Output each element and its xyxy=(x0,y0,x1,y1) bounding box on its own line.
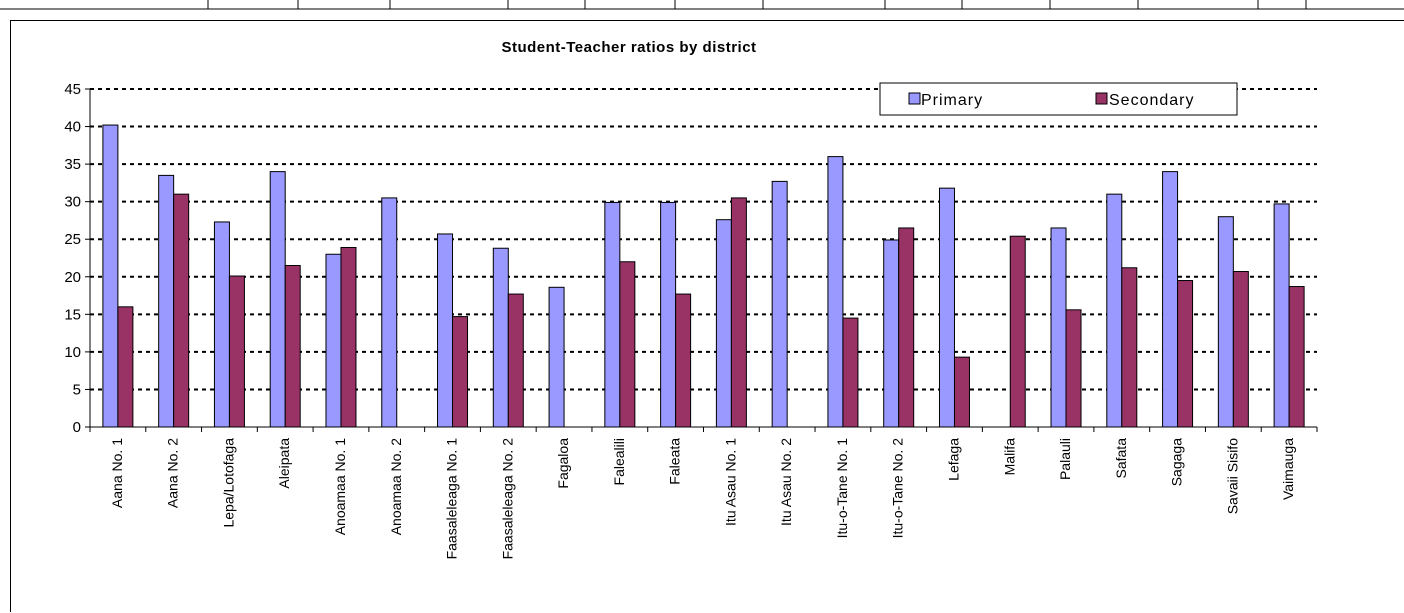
bar-primary-22 xyxy=(1273,203,1290,428)
y-tick-label: 10 xyxy=(64,344,81,361)
bar-primary-7 xyxy=(437,233,454,428)
category-label: Anoamaa No. 2 xyxy=(388,438,404,535)
category-label: Safata xyxy=(1113,438,1129,479)
bar-primary-5 xyxy=(325,253,342,428)
category-label: Malifa xyxy=(1001,438,1017,476)
chart-title: Student-Teacher ratios by district xyxy=(501,39,756,56)
bar-primary-15 xyxy=(883,239,900,428)
bar-primary-6 xyxy=(381,197,398,428)
bar-primary-2 xyxy=(158,174,175,428)
bar-secondary-8 xyxy=(507,293,524,428)
bar-secondary-2 xyxy=(173,193,190,428)
bar-primary-10 xyxy=(604,201,621,428)
bar-primary-18 xyxy=(1050,227,1067,428)
legend-label-primary: Primary xyxy=(921,92,983,109)
bar-secondary-14 xyxy=(842,317,859,428)
legend-swatch-secondary xyxy=(1095,92,1108,105)
bar-primary-14 xyxy=(827,156,844,428)
category-label: Itu-o-Tane No. 1 xyxy=(834,438,850,539)
category-label: Falealili xyxy=(611,438,627,485)
chart-area[interactable]: 0 5 10 15 20 25 30 35 40 45 Aana No. 1 Aana No. 2 L… xyxy=(10,20,1404,612)
bar-secondary-5 xyxy=(340,246,357,428)
bar-primary-9 xyxy=(548,286,565,428)
bar-primary-20 xyxy=(1162,171,1179,428)
bar-secondary-15 xyxy=(898,227,915,428)
y-tick-label: 15 xyxy=(64,306,81,323)
y-tick-label: 30 xyxy=(64,194,81,211)
bar-chart: 0 5 10 15 20 25 30 35 40 45 Aana No. 1 Aana No. 2 L… xyxy=(64,39,1318,560)
y-tick-label: 0 xyxy=(73,419,81,436)
y-tick-label: 5 xyxy=(73,381,81,398)
category-label: Aana No. 1 xyxy=(109,438,125,508)
bar-primary-1 xyxy=(102,124,119,428)
bar-primary-19 xyxy=(1106,193,1123,428)
bar-secondary-17 xyxy=(1009,235,1026,428)
category-label: Itu Asau No. 1 xyxy=(722,438,738,526)
legend-box xyxy=(879,82,1238,116)
category-label: Savaii Sisifo xyxy=(1224,438,1240,514)
bar-secondary-1 xyxy=(117,306,134,428)
bar-secondary-18 xyxy=(1065,309,1082,428)
bar-primary-8 xyxy=(492,247,509,428)
bar-primary-12 xyxy=(715,219,732,428)
category-label: Vaimauga xyxy=(1280,438,1296,500)
category-label: Fagaloa xyxy=(555,438,571,489)
y-tick-label: 20 xyxy=(64,269,81,286)
legend-swatch-primary xyxy=(908,92,921,105)
y-tick-label: 35 xyxy=(64,156,81,173)
y-tick-label: 40 xyxy=(64,119,81,136)
bar-secondary-3 xyxy=(228,275,245,428)
bar-secondary-16 xyxy=(953,356,970,428)
category-label: Faleata xyxy=(667,438,683,485)
category-label: Itu Asau No. 2 xyxy=(778,438,794,526)
bar-secondary-7 xyxy=(452,316,469,428)
y-tick-label: 45 xyxy=(64,81,81,98)
bar-primary-4 xyxy=(269,171,286,428)
y-tick-label: 25 xyxy=(64,231,81,248)
bar-primary-16 xyxy=(938,187,955,428)
bar-secondary-11 xyxy=(675,293,692,428)
category-label: Aleipata xyxy=(276,438,292,489)
category-label: Anoamaa No. 1 xyxy=(332,438,348,535)
bar-primary-3 xyxy=(213,221,230,428)
bar-secondary-20 xyxy=(1177,280,1194,428)
category-label: Lepa/Lotofaga xyxy=(220,438,236,528)
category-label: Sagaga xyxy=(1169,438,1185,486)
bar-secondary-4 xyxy=(284,265,301,428)
category-label: Itu-o-Tane No. 2 xyxy=(890,438,906,539)
chart-legend: Primary Secondary xyxy=(879,82,1238,116)
category-labels: Aana No. 1 Aana No. 2 Lepa/Lotofaga Aleipat… xyxy=(109,438,1296,560)
category-label: Lefaga xyxy=(945,438,961,481)
bar-secondary-22 xyxy=(1288,286,1305,428)
category-label: Faasaleleaga No. 2 xyxy=(499,438,515,560)
bar-secondary-21 xyxy=(1232,271,1249,428)
legend-label-secondary: Secondary xyxy=(1109,92,1195,109)
bar-primary-13 xyxy=(771,180,788,428)
bar-secondary-12 xyxy=(730,197,747,428)
bars xyxy=(102,124,1305,428)
bar-secondary-10 xyxy=(619,261,636,428)
category-label: Faasaleleaga No. 1 xyxy=(444,438,460,560)
bar-primary-21 xyxy=(1217,216,1234,428)
category-label: Palauli xyxy=(1057,438,1073,480)
category-label: Aana No. 2 xyxy=(165,438,181,508)
bar-secondary-19 xyxy=(1121,267,1138,428)
spreadsheet-grid-strip xyxy=(0,0,1404,10)
bar-primary-11 xyxy=(660,201,677,428)
